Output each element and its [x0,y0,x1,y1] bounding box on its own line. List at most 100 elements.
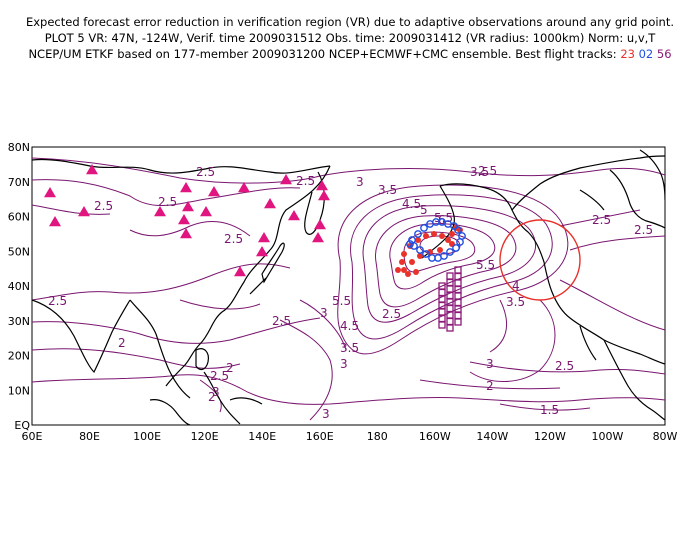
coastlines [32,149,665,425]
track-23-point [431,231,437,237]
contour-label: 2.5 [196,165,215,179]
track-02-point [428,254,436,262]
track-02-point [452,244,460,252]
track-label-56: 56 [656,47,672,61]
track-23-point [445,237,451,243]
contour-label: 3 [340,357,348,371]
observation-triangle [264,198,276,209]
track-02-point [420,224,428,232]
observation-triangle [318,190,330,201]
observation-triangle [316,180,328,191]
contour-label: 3.5 [506,295,525,309]
contour-label: 2.5 [634,223,653,237]
map-frame [31,146,666,426]
track-23-point [401,267,407,273]
contour-label: 2 [226,361,234,375]
contour-label: 3 [322,407,330,421]
lon-label: 140W [476,430,508,443]
header-line-1: Expected forecast error reduction in ver… [25,15,675,29]
track-02-point [422,250,430,258]
contour-label: 3.5 [340,341,359,355]
observation-triangle [44,187,56,198]
longitude-axis: 60E 80E 100E 120E 140E 160E 180 160W 140W 120W 100… [22,430,678,443]
observation-triangle [314,219,326,230]
lon-label: 160W [419,430,451,443]
header-line-3-text: NCEP/UM ETKF based on 177-member 2009031… [28,47,621,61]
observation-triangle [200,206,212,217]
lon-label: 180 [367,430,388,443]
contour-label: 6 [438,213,446,227]
track-23-point [423,233,429,239]
observation-triangle [86,164,98,175]
track-23-point [401,251,407,257]
lon-label: 80E [79,430,100,443]
lat-label: 40N [8,280,30,293]
contour-label: 3 [320,306,328,320]
contour-label: 1.5 [540,403,559,417]
track-23-point [413,269,419,275]
track-56-point [438,321,446,329]
track-02-point [414,230,422,238]
contour-label: 3 [486,357,494,371]
contour-lines [32,157,665,421]
track-02-point [416,246,424,254]
contour-label: 2.5 [94,199,113,213]
contour-label: 2.5 [592,213,611,227]
track-02-point [450,222,458,230]
track-23-point [395,267,401,273]
observation-triangle [256,246,268,257]
observation-triangle [180,228,192,239]
track-02-point [410,242,418,250]
contour-label: 5.5 [332,294,351,308]
observation-triangle [234,266,246,277]
contour-label-group: 2.52.52.52.52.52.52.5 2.52.52.52.52.52.52… [48,164,653,421]
track-02-point [454,226,462,234]
contour-label: 2.5 [272,314,291,328]
contour-label: 3 [356,175,364,189]
track-23-point [405,271,411,277]
track-label-23: 23 [620,47,635,61]
observation-triangle [182,201,194,212]
lon-label: 140E [248,430,276,443]
verification-region-circle [499,219,581,301]
track-02-point [456,238,464,246]
observation-triangle [178,214,190,225]
lon-label: 160E [306,430,334,443]
header-line-2: PLOT 5 VR: 47N, -124W, Verif. time 20090… [44,31,656,45]
contour-label: 4.5 [402,197,421,211]
lon-label: 100E [133,430,161,443]
contour-label: 2.5 [158,195,177,209]
contour-label: 3.5 [378,183,397,197]
lon-label: 100W [592,430,624,443]
track-23-point [437,247,443,253]
contour-label: 2.5 [382,307,401,321]
contour-label: 2 [118,336,126,350]
track-56-point [446,324,454,332]
observation-triangle [238,182,250,193]
lat-label: 70N [8,176,30,189]
observation-triangle [288,210,300,221]
contour-label: 2.5 [48,294,67,308]
track-23-point [439,233,445,239]
observation-triangle [208,186,220,197]
observation-triangle [280,174,292,185]
lon-label: 120W [534,430,566,443]
lat-label: 60N [8,211,30,224]
contour-label: 2 [486,379,494,393]
header-line-3: NCEP/UM ETKF based on 177-member 2009031… [0,46,700,62]
contour-label: 2.5 [555,359,574,373]
lat-label: 30N [8,315,30,328]
lat-label: EQ [14,419,30,432]
contour-label: 2.5 [224,232,243,246]
track-23-point [409,259,415,265]
observation-triangle [49,216,61,227]
contour-label: 5.5 [476,258,495,272]
observation-site-markers [44,164,330,277]
contour-label: 5 [420,203,428,217]
contour-label: 2.5 [478,164,497,178]
lon-label: 60E [22,430,43,443]
observation-triangle [78,206,90,217]
contour-label: 2.5 [296,174,315,188]
track-02-point [446,248,454,256]
